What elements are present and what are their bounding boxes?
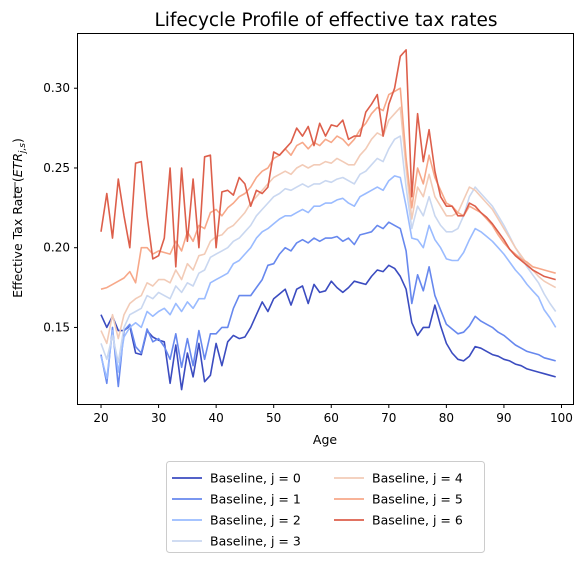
series-line-j1	[100, 221, 556, 388]
legend-box	[166, 461, 485, 553]
y-axis-label-subscript: j,s	[18, 143, 28, 155]
series-line-j2	[100, 175, 557, 380]
plot-series	[100, 49, 557, 391]
x-tick-label: 80	[439, 411, 454, 425]
series-line-j0	[100, 264, 556, 391]
y-axis: 0.15 0.20 0.25 0.30	[43, 81, 78, 334]
y-axis-label-text: Effective Tax Rate (	[10, 177, 25, 298]
x-tick-label: 50	[266, 411, 281, 425]
x-tick-label: 30	[151, 411, 166, 425]
legend-label-j1: Baseline, j = 1	[210, 492, 301, 507]
legend-label-j6: Baseline, j = 6	[372, 513, 463, 528]
legend-label-j0: Baseline, j = 0	[210, 471, 301, 486]
y-tick-label: 0.30	[43, 81, 70, 95]
plot-frame	[77, 33, 574, 405]
y-axis-label-close: )	[10, 138, 25, 143]
legend-label-j4: Baseline, j = 4	[372, 471, 463, 486]
x-tick-label: 90	[496, 411, 511, 425]
x-tick-label: 40	[208, 411, 223, 425]
x-axis: 20 30 40 50 60 70 80 90 100	[93, 404, 573, 425]
legend: Baseline, j = 0 Baseline, j = 1 Baseline, …	[166, 461, 485, 553]
legend-label-j2: Baseline, j = 2	[210, 513, 301, 528]
series-line-j6	[100, 49, 556, 281]
y-tick-label: 0.15	[43, 320, 70, 334]
x-axis-label: Age	[313, 432, 337, 447]
chart-title: Lifecycle Profile of effective tax rates	[154, 10, 497, 31]
y-tick-label: 0.25	[43, 161, 70, 175]
series-line-j3	[100, 135, 557, 364]
series-line-j4	[100, 106, 557, 345]
x-tick-label: 60	[324, 411, 339, 425]
x-tick-label: 100	[550, 411, 573, 425]
x-tick-label: 20	[93, 411, 108, 425]
y-axis-label: Effective Tax Rate (ETRj,s)	[10, 138, 28, 298]
x-tick-label: 70	[381, 411, 396, 425]
y-axis-label-math: ETR	[10, 153, 25, 177]
y-tick-label: 0.20	[43, 241, 70, 255]
legend-label-j5: Baseline, j = 5	[372, 492, 463, 507]
legend-label-j3: Baseline, j = 3	[210, 534, 301, 549]
